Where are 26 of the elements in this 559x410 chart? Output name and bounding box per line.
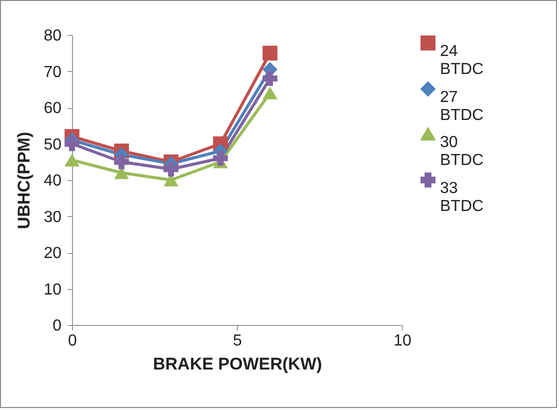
x-tick-label: 10 — [394, 332, 412, 350]
y-tick-label: 40 — [44, 172, 62, 190]
point — [64, 154, 80, 166]
point — [64, 136, 80, 152]
y-tick-label: 60 — [44, 100, 62, 117]
y-tick-label: 30 — [44, 208, 62, 226]
legend-label: 24 BTDC — [440, 43, 484, 78]
legend-label: 27 BTDC — [440, 89, 484, 124]
y-tick-label: 0 — [52, 318, 62, 334]
point — [114, 154, 129, 170]
x-axis-title: BRAKE POWER(KW) — [152, 354, 322, 374]
point — [213, 150, 228, 166]
point — [262, 71, 278, 86]
y-tick-label: 10 — [44, 281, 62, 298]
legend-label: 33 BTDC — [440, 180, 484, 215]
x-tick-label: 0 — [68, 332, 78, 350]
point — [164, 162, 178, 177]
point — [262, 46, 278, 61]
y-axis-title: UBHC(PPM) — [14, 132, 34, 230]
point — [262, 86, 278, 100]
y-tick-label: 80 — [44, 28, 62, 44]
y-tick-label: 20 — [44, 245, 62, 262]
y-tick-label: 70 — [44, 64, 62, 81]
legend-label: 30 BTDC — [440, 134, 484, 169]
y-tick-label: 50 — [44, 136, 62, 154]
x-tick-label: 5 — [233, 332, 242, 350]
